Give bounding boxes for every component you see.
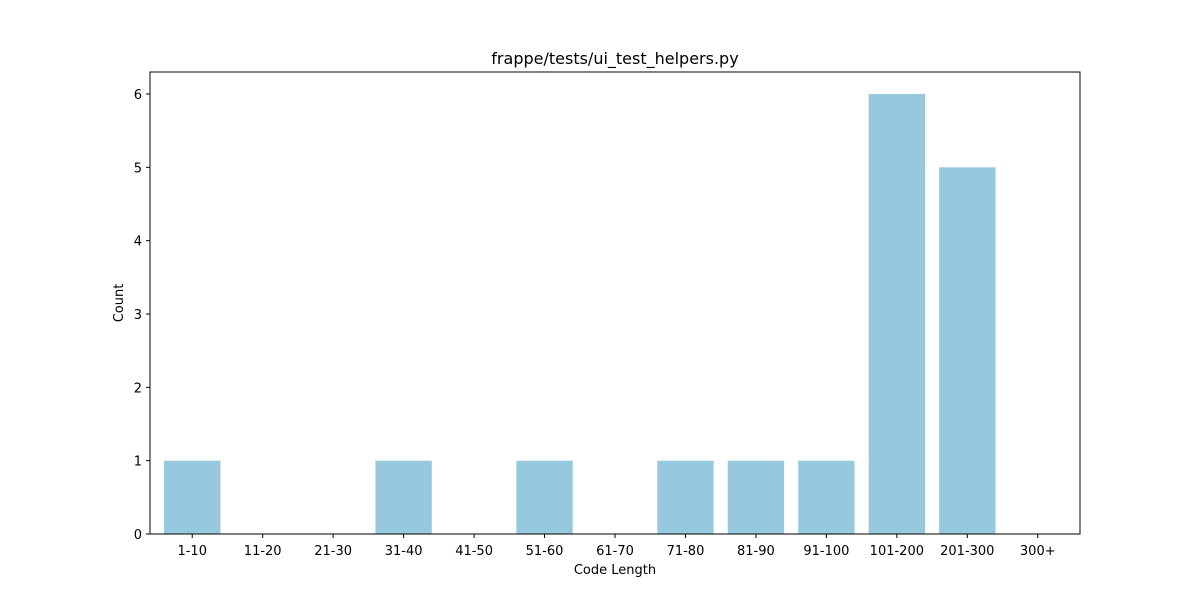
y-tick-label: 0 bbox=[134, 528, 142, 543]
bars-layer bbox=[164, 94, 996, 534]
bar-91-100 bbox=[798, 460, 855, 534]
y-tick-label: 2 bbox=[134, 381, 142, 396]
x-tick-label: 81-90 bbox=[737, 544, 775, 559]
x-tick-label: 11-20 bbox=[244, 544, 282, 559]
x-tick-label: 101-200 bbox=[870, 544, 924, 559]
x-tick-label: 300+ bbox=[1020, 544, 1056, 559]
x-tick-label: 21-30 bbox=[314, 544, 352, 559]
y-tick-label: 5 bbox=[134, 161, 142, 176]
x-axis: 1-10 11-20 21-30 31-40 41-50 51-60 61-70 71-80 8… bbox=[177, 534, 1056, 559]
x-tick-label: 31-40 bbox=[385, 544, 423, 559]
chart-title: frappe/tests/ui_test_helpers.py bbox=[491, 49, 738, 69]
bar-1-10 bbox=[164, 460, 221, 534]
y-tick-label: 1 bbox=[134, 455, 142, 470]
y-tick-label: 6 bbox=[134, 88, 142, 103]
x-tick-label: 201-300 bbox=[940, 544, 994, 559]
x-axis-label: Code Length bbox=[574, 563, 656, 578]
y-axis-label: Count bbox=[112, 284, 127, 323]
x-tick-label: 61-70 bbox=[596, 544, 634, 559]
bar-51-60 bbox=[516, 460, 573, 534]
bar-101-200 bbox=[868, 94, 926, 534]
bar-71-80 bbox=[657, 460, 714, 534]
y-tick-label: 4 bbox=[134, 235, 142, 250]
x-tick-label: 41-50 bbox=[455, 544, 493, 559]
bar-81-90 bbox=[727, 460, 785, 534]
y-axis: 0 1 2 3 4 5 6 bbox=[134, 88, 150, 543]
y-tick-label: 3 bbox=[134, 308, 142, 323]
x-tick-label: 51-60 bbox=[526, 544, 564, 559]
bar-31-40 bbox=[375, 460, 432, 534]
x-tick-label: 91-100 bbox=[803, 544, 849, 559]
bar-201-300 bbox=[939, 167, 996, 534]
x-tick-label: 1-10 bbox=[177, 544, 207, 559]
x-tick-label: 71-80 bbox=[667, 544, 705, 559]
